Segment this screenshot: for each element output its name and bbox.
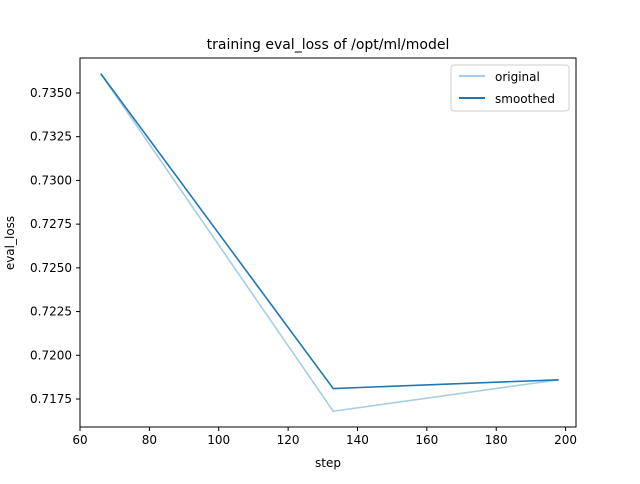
y-axis-ticks: 0.7175 0.7200 0.7225 0.7250 0.7275 0.7300 0.73… <box>30 86 80 406</box>
x-tick-label: 140 <box>346 433 369 447</box>
x-tick-label: 60 <box>72 433 87 447</box>
x-tick-label: 180 <box>485 433 508 447</box>
y-tick-label: 0.7275 <box>30 217 72 231</box>
y-tick-label: 0.7200 <box>30 348 72 362</box>
legend-label-smoothed: smoothed <box>495 92 555 106</box>
y-axis-label: eval_loss <box>3 216 17 270</box>
plot-area-frame <box>79 57 577 428</box>
y-tick-label: 0.7225 <box>30 305 72 319</box>
series-line-original <box>100 73 559 413</box>
y-tick-label: 0.7325 <box>30 130 72 144</box>
legend-label-original: original <box>495 70 540 84</box>
x-tick-label: 160 <box>415 433 438 447</box>
series-layer <box>100 73 559 413</box>
x-tick-label: 120 <box>277 433 300 447</box>
chart-title: training eval_loss of /opt/ml/model <box>207 37 450 53</box>
series-line-smoothed <box>100 73 559 390</box>
x-axis-label: step <box>315 456 341 470</box>
x-axis-ticks: 60 80 100 120 140 160 180 200 <box>72 427 577 447</box>
x-tick-label: 200 <box>554 433 577 447</box>
legend: original smoothed <box>450 64 570 112</box>
x-tick-label: 100 <box>207 433 230 447</box>
y-tick-label: 0.7300 <box>30 173 72 187</box>
y-tick-label: 0.7175 <box>30 392 72 406</box>
y-tick-label: 0.7250 <box>30 261 72 275</box>
y-tick-label: 0.7350 <box>30 86 72 100</box>
x-tick-label: 80 <box>142 433 157 447</box>
